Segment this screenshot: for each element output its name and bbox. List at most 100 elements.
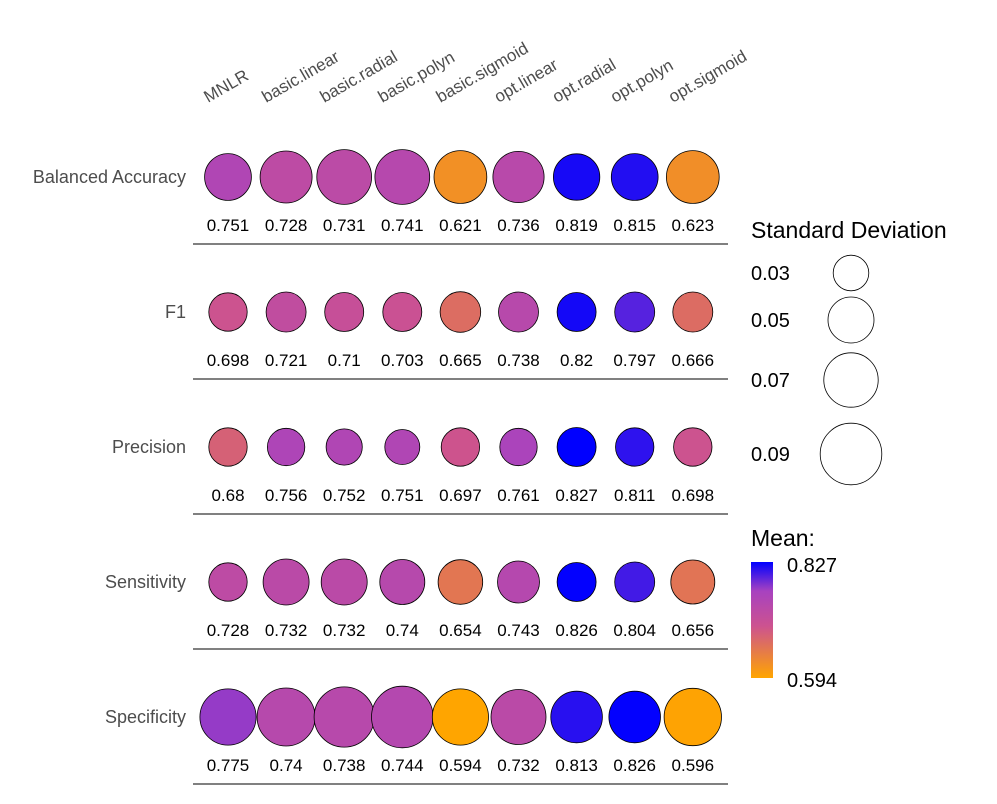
color-legend-min-label: 0.594 xyxy=(787,670,837,692)
color-legend-bar xyxy=(751,562,773,678)
mean-value-label: 0.813 xyxy=(555,756,598,775)
color-legend-title: Mean: xyxy=(751,525,815,551)
mean-value-label: 0.68 xyxy=(211,486,244,505)
mean-value-label: 0.751 xyxy=(381,486,424,505)
mean-value-label: 0.811 xyxy=(614,486,655,505)
size-legend-label: 0.03 xyxy=(751,263,790,285)
mean-value-label: 0.732 xyxy=(497,756,540,775)
color-legend-max-label: 0.827 xyxy=(787,555,837,577)
mean-value-label: 0.752 xyxy=(323,486,366,505)
bubble xyxy=(208,562,248,602)
bubble xyxy=(199,688,257,746)
mean-value-label: 0.741 xyxy=(381,216,424,235)
mean-value-label: 0.826 xyxy=(555,621,598,640)
bubble xyxy=(259,150,313,204)
mean-value-label: 0.738 xyxy=(497,351,540,370)
mean-value-label: 0.623 xyxy=(672,216,715,235)
bubble xyxy=(384,429,421,465)
size-legend-title: Standard Deviation xyxy=(751,217,947,243)
row-label: F1 xyxy=(165,302,186,322)
size-legend-circle xyxy=(827,296,875,344)
mean-value-label: 0.731 xyxy=(323,216,366,235)
mean-value-label: 0.656 xyxy=(672,621,715,640)
size-legend-label: 0.07 xyxy=(751,370,790,392)
mean-value-label: 0.744 xyxy=(381,756,424,775)
bubble xyxy=(431,688,489,746)
size-legend: Standard Deviation 0.03 0.05 0.07 0.09 xyxy=(751,217,947,486)
mean-value-label: 0.698 xyxy=(207,351,250,370)
bubble xyxy=(663,687,722,747)
mean-value-label: 0.736 xyxy=(497,216,540,235)
metric-row: Balanced Accuracy 0.751 0.728 0.731 0.741 0.6… xyxy=(33,149,728,245)
mean-value-label: 0.698 xyxy=(672,486,715,505)
mean-value-label: 0.815 xyxy=(613,216,656,235)
mean-value-label: 0.738 xyxy=(323,756,366,775)
bubble xyxy=(316,149,373,205)
bubble xyxy=(670,559,716,605)
mean-value-label: 0.621 xyxy=(439,216,482,235)
mean-value-label: 0.596 xyxy=(672,756,715,775)
bubble xyxy=(610,153,659,201)
mean-value-label: 0.756 xyxy=(265,486,308,505)
bubble xyxy=(324,292,365,332)
mean-value-label: 0.804 xyxy=(613,621,656,640)
bubble xyxy=(556,562,597,602)
bubble-matrix: Balanced Accuracy 0.751 0.728 0.731 0.741 0.6… xyxy=(33,149,728,785)
bubble xyxy=(665,150,720,204)
column-labels: MNLR basic.linearbasic.radialbasic.polynb… xyxy=(201,39,751,107)
bubble xyxy=(374,149,431,205)
bubble xyxy=(490,689,547,745)
bubble xyxy=(492,150,545,203)
bubble xyxy=(614,291,656,333)
column-label: MNLR xyxy=(201,66,252,107)
size-legend-circle xyxy=(832,254,870,292)
bubble xyxy=(556,292,597,332)
bubble xyxy=(673,427,713,467)
mean-value-label: 0.761 xyxy=(497,486,540,505)
bubble xyxy=(262,558,310,606)
bubble xyxy=(672,291,714,333)
color-legend: Mean: 0.827 0.594 xyxy=(751,525,837,692)
mean-value-label: 0.666 xyxy=(672,351,715,370)
bubble xyxy=(497,560,540,604)
mean-value-label: 0.703 xyxy=(381,351,424,370)
bubble xyxy=(382,292,423,332)
bubble xyxy=(266,427,306,467)
bubble xyxy=(556,427,597,467)
bubble xyxy=(439,291,482,333)
bubble xyxy=(208,427,248,467)
metric-row: Specificity 0.775 0.74 0.738 0.744 0.594 0.732… xyxy=(105,685,728,785)
bubble xyxy=(256,687,316,747)
metric-row: F1 0.698 0.721 0.71 0.703 0.665 0.738 0.82 0.797… xyxy=(165,291,728,380)
bubble xyxy=(499,427,538,467)
bubble xyxy=(208,292,248,332)
mean-value-label: 0.751 xyxy=(207,216,250,235)
row-label: Sensitivity xyxy=(105,572,186,592)
bubble xyxy=(265,291,307,333)
bubble xyxy=(550,690,603,744)
mean-value-label: 0.819 xyxy=(555,216,598,235)
bubble xyxy=(498,291,539,333)
row-label: Balanced Accuracy xyxy=(33,167,186,187)
bubble xyxy=(379,559,426,605)
mean-value-label: 0.743 xyxy=(497,621,540,640)
column-label: opt.polyn xyxy=(607,56,676,107)
mean-value-label: 0.74 xyxy=(270,756,303,775)
mean-value-label: 0.797 xyxy=(613,351,656,370)
metric-row: Sensitivity 0.728 0.732 0.732 0.74 0.654 0.743… xyxy=(105,558,728,650)
bubble xyxy=(320,558,368,606)
mean-value-label: 0.827 xyxy=(555,486,598,505)
row-label: Precision xyxy=(112,437,186,457)
mean-value-label: 0.665 xyxy=(439,351,482,370)
size-legend-circle xyxy=(819,422,883,486)
mean-value-label: 0.775 xyxy=(207,756,250,775)
row-label: Specificity xyxy=(105,707,186,727)
mean-value-label: 0.826 xyxy=(613,756,656,775)
column-label: opt.radial xyxy=(549,55,619,106)
size-legend-label: 0.05 xyxy=(751,310,790,332)
mean-value-label: 0.721 xyxy=(265,351,308,370)
size-legend-label: 0.09 xyxy=(751,444,790,466)
mean-value-label: 0.728 xyxy=(265,216,308,235)
mean-value-label: 0.728 xyxy=(207,621,250,640)
